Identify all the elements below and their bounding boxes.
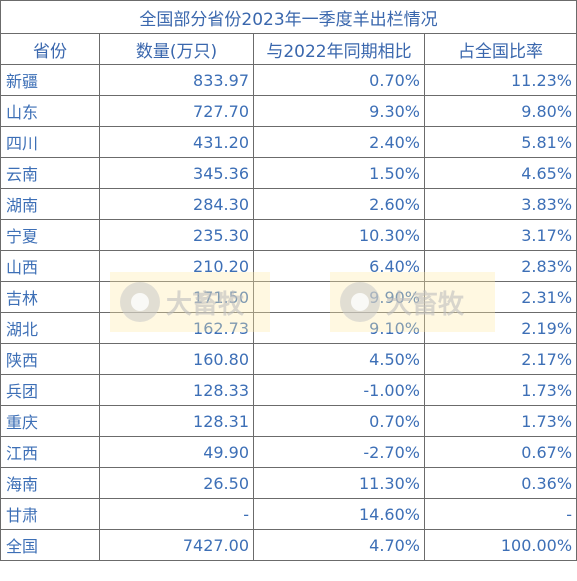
yoy-cell: 6.40% xyxy=(253,250,425,282)
yoy-cell: 0.70% xyxy=(253,405,425,437)
table-row: 山西 210.20 6.40% 2.83% xyxy=(0,250,577,282)
table-title: 全国部分省份2023年一季度羊出栏情况 xyxy=(0,0,577,34)
quantity-cell: 26.50 xyxy=(99,467,254,499)
province-cell: 湖北 xyxy=(0,312,100,344)
quantity-cell: 345.36 xyxy=(99,157,254,189)
share-cell: 0.36% xyxy=(423,467,577,499)
share-cell: 2.83% xyxy=(423,250,577,282)
table-row: 湖北 162.73 9.10% 2.19% xyxy=(0,312,577,344)
province-cell: 海南 xyxy=(0,467,100,499)
table-row: 山东 727.70 9.30% 9.80% xyxy=(0,95,577,127)
yoy-cell: 10.30% xyxy=(253,219,425,251)
table-row: 吉林 171.50 9.90% 2.31% xyxy=(0,281,577,313)
quantity-cell: 284.30 xyxy=(99,188,254,220)
yoy-cell: 2.40% xyxy=(253,126,425,158)
share-cell: - xyxy=(423,498,577,530)
share-cell: 2.17% xyxy=(423,343,577,375)
header-yoy: 与2022年同期相比 xyxy=(253,33,425,65)
table-row: 江西 49.90 -2.70% 0.67% xyxy=(0,436,577,468)
share-cell: 11.23% xyxy=(423,64,577,96)
quantity-cell: 128.33 xyxy=(99,374,254,406)
yoy-cell: 2.60% xyxy=(253,188,425,220)
quantity-cell: 128.31 xyxy=(99,405,254,437)
quantity-cell: 210.20 xyxy=(99,250,254,282)
province-cell: 重庆 xyxy=(0,405,100,437)
quantity-cell: 49.90 xyxy=(99,436,254,468)
yoy-cell: 9.30% xyxy=(253,95,425,127)
table-row: 宁夏 235.30 10.30% 3.17% xyxy=(0,219,577,251)
table-row: 海南 26.50 11.30% 0.36% xyxy=(0,467,577,499)
yoy-cell: 14.60% xyxy=(253,498,425,530)
province-cell: 陕西 xyxy=(0,343,100,375)
header-province: 省份 xyxy=(0,33,100,65)
province-cell: 云南 xyxy=(0,157,100,189)
sheep-slaughter-table: 全国部分省份2023年一季度羊出栏情况 省份 数量(万只) 与2022年同期相比… xyxy=(0,0,577,561)
table-row: 甘肃 -14.60% - xyxy=(0,498,577,530)
quantity-cell: 235.30 xyxy=(99,219,254,251)
province-cell: 新疆 xyxy=(0,64,100,96)
table-row: 重庆 128.31 0.70% 1.73% xyxy=(0,405,577,437)
yoy-cell: -1.00% xyxy=(253,374,425,406)
quantity-cell: 162.73 xyxy=(99,312,254,344)
yoy-cell: 0.70% xyxy=(253,64,425,96)
table-row: 陕西 160.80 4.50% 2.17% xyxy=(0,343,577,375)
share-cell: 2.19% xyxy=(423,312,577,344)
table-row: 全国 7427.00 4.70% 100.00% xyxy=(0,529,577,561)
quantity-cell: 171.50 xyxy=(99,281,254,313)
province-cell: 湖南 xyxy=(0,188,100,220)
header-row: 省份 数量(万只) 与2022年同期相比 占全国比率 xyxy=(0,33,577,65)
yoy-cell: 4.70% xyxy=(253,529,425,561)
share-cell: 5.81% xyxy=(423,126,577,158)
header-quantity: 数量(万只) xyxy=(99,33,254,65)
province-cell: 宁夏 xyxy=(0,219,100,251)
table-row: 四川 431.20 2.40% 5.81% xyxy=(0,126,577,158)
yoy-cell: 11.30% xyxy=(253,467,425,499)
share-cell: 4.65% xyxy=(423,157,577,189)
share-cell: 0.67% xyxy=(423,436,577,468)
province-cell: 江西 xyxy=(0,436,100,468)
province-cell: 山东 xyxy=(0,95,100,127)
share-cell: 9.80% xyxy=(423,95,577,127)
table-row: 新疆 833.97 0.70% 11.23% xyxy=(0,64,577,96)
quantity-cell: 727.70 xyxy=(99,95,254,127)
share-cell: 3.17% xyxy=(423,219,577,251)
table-row: 兵团 128.33 -1.00% 1.73% xyxy=(0,374,577,406)
quantity-cell: 431.20 xyxy=(99,126,254,158)
table-row: 湖南 284.30 2.60% 3.83% xyxy=(0,188,577,220)
province-cell: 四川 xyxy=(0,126,100,158)
quantity-cell: 7427.00 xyxy=(99,529,254,561)
yoy-cell: 4.50% xyxy=(253,343,425,375)
yoy-cell: -2.70% xyxy=(253,436,425,468)
share-cell: 1.73% xyxy=(423,374,577,406)
province-cell: 吉林 xyxy=(0,281,100,313)
share-cell: 100.00% xyxy=(423,529,577,561)
yoy-cell: 9.10% xyxy=(253,312,425,344)
table-row: 云南 345.36 1.50% 4.65% xyxy=(0,157,577,189)
share-cell: 2.31% xyxy=(423,281,577,313)
share-cell: 1.73% xyxy=(423,405,577,437)
quantity-cell: 160.80 xyxy=(99,343,254,375)
yoy-cell: 1.50% xyxy=(253,157,425,189)
header-share: 占全国比率 xyxy=(423,33,577,65)
yoy-cell: 9.90% xyxy=(253,281,425,313)
share-cell: 3.83% xyxy=(423,188,577,220)
province-cell: 全国 xyxy=(0,529,100,561)
province-cell: 甘肃 xyxy=(0,498,100,530)
quantity-cell: 833.97 xyxy=(99,64,254,96)
title-row: 全国部分省份2023年一季度羊出栏情况 xyxy=(0,0,577,34)
province-cell: 兵团 xyxy=(0,374,100,406)
quantity-cell: - xyxy=(99,498,254,530)
province-cell: 山西 xyxy=(0,250,100,282)
